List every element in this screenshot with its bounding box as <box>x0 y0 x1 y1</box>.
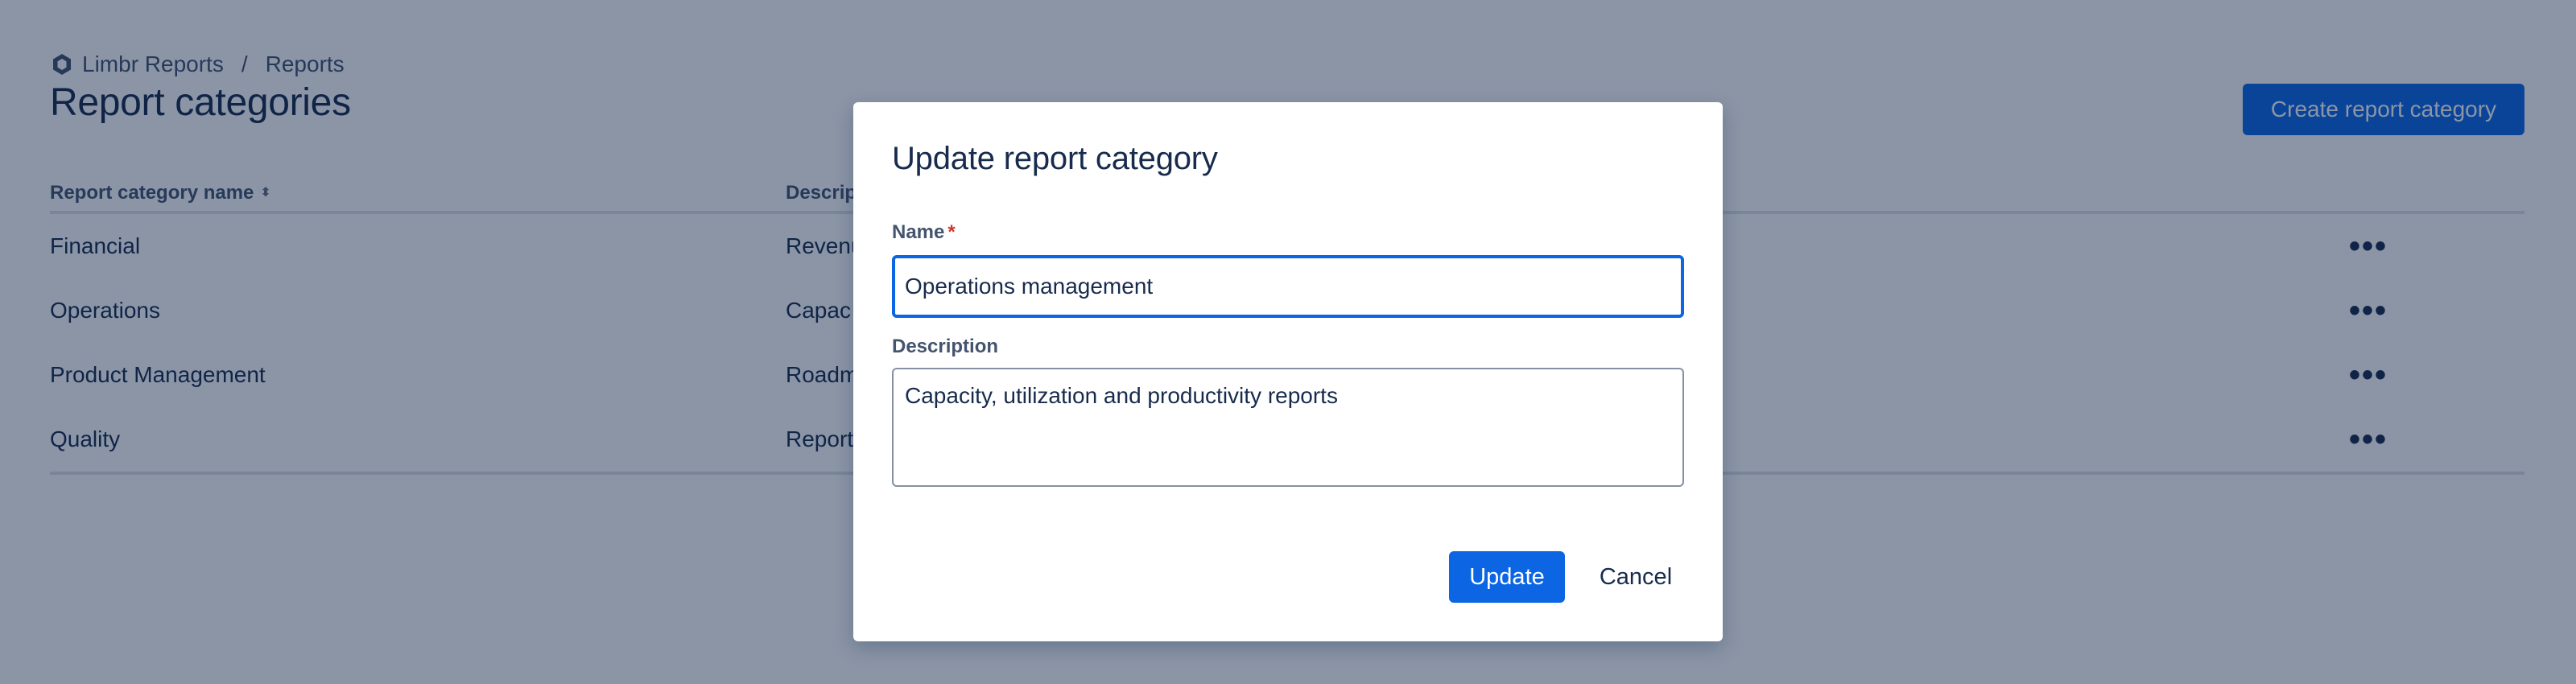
row-name: Quality <box>50 426 121 451</box>
more-actions-icon[interactable]: ••• <box>2348 293 2388 328</box>
name-input[interactable] <box>892 255 1684 318</box>
required-marker: * <box>947 221 956 243</box>
row-description: Roadm <box>786 362 859 387</box>
row-description: Report <box>786 426 854 451</box>
row-name: Financial <box>50 233 141 258</box>
row-name: Product Management <box>50 362 266 387</box>
column-header-description: Descrip <box>786 182 857 204</box>
table-row: Quality Report ••• <box>50 407 2524 472</box>
column-header-description-label: Descrip <box>786 182 857 204</box>
breadcrumb-separator: / <box>241 52 248 76</box>
limbr-logo-icon <box>50 52 74 76</box>
page-title: Report categories <box>50 81 351 124</box>
row-description: Revenu <box>786 233 864 258</box>
more-actions-icon[interactable]: ••• <box>2348 422 2388 457</box>
column-header-name-label: Report category name <box>50 182 254 204</box>
table-row: Operations Capac ••• <box>50 278 2524 343</box>
create-report-category-button[interactable]: Create report category <box>2243 84 2524 135</box>
sort-icon[interactable]: ⬍ <box>260 186 271 200</box>
description-field-label: Description <box>892 336 999 357</box>
name-label-text: Name <box>892 221 945 243</box>
name-field-label: Name * <box>892 221 956 244</box>
cancel-button[interactable]: Cancel <box>1578 551 1694 603</box>
more-actions-icon[interactable]: ••• <box>2348 229 2388 264</box>
table-row: Financial Revenu ••• <box>50 214 2524 278</box>
row-description: Capac <box>786 298 851 323</box>
row-name: Operations <box>50 298 160 323</box>
breadcrumb: Limbr Reports / Reports <box>50 50 345 79</box>
update-report-category-dialog: Update report category Name* Description… <box>853 102 1723 641</box>
dialog-title: Update report category <box>892 141 1218 176</box>
description-textarea[interactable]: Capacity, utilization and productivity r… <box>892 368 1684 487</box>
more-actions-icon[interactable]: ••• <box>2348 357 2388 393</box>
table-row: Product Management Roadm ••• <box>50 343 2524 407</box>
breadcrumb-limbr-reports[interactable]: Limbr Reports <box>82 52 224 76</box>
update-button[interactable]: Update <box>1449 551 1565 603</box>
column-header-name[interactable]: Report category name ⬍ <box>50 182 271 204</box>
breadcrumb-reports[interactable]: Reports <box>265 52 345 76</box>
